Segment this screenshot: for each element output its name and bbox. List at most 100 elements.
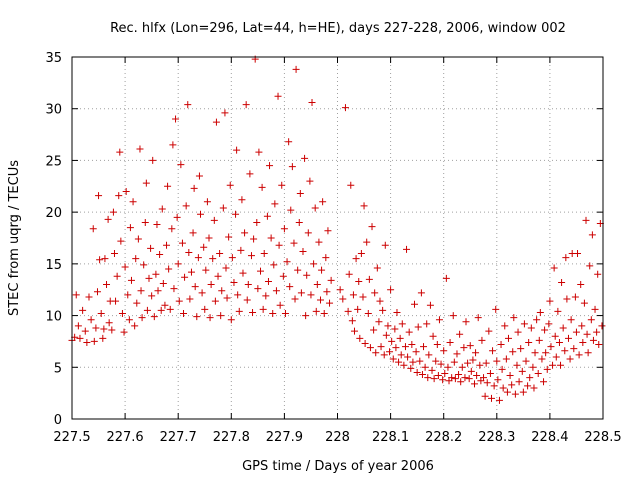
data-point xyxy=(158,205,166,213)
data-point xyxy=(203,198,211,206)
data-point xyxy=(503,388,511,396)
data-point xyxy=(165,265,173,273)
data-point xyxy=(416,357,424,365)
data-point xyxy=(561,347,569,355)
data-point xyxy=(420,343,428,351)
data-point xyxy=(143,306,151,314)
data-point xyxy=(336,286,344,294)
data-point xyxy=(246,170,254,178)
data-point xyxy=(555,338,563,346)
data-point xyxy=(413,368,421,376)
data-point xyxy=(303,271,311,279)
data-point xyxy=(223,294,231,302)
data-point xyxy=(380,351,388,359)
data-point xyxy=(487,394,495,402)
data-point xyxy=(212,118,220,126)
data-point xyxy=(313,281,321,289)
data-point xyxy=(205,234,213,242)
data-point xyxy=(259,305,267,313)
data-point xyxy=(242,101,250,109)
data-point xyxy=(132,255,140,263)
data-point xyxy=(182,202,190,210)
data-point xyxy=(509,348,517,356)
data-point xyxy=(195,172,203,180)
data-point xyxy=(584,349,592,357)
data-point xyxy=(230,278,238,286)
data-point xyxy=(446,338,454,346)
data-point xyxy=(571,293,579,301)
data-point xyxy=(583,330,591,338)
data-point xyxy=(465,375,473,383)
data-point xyxy=(247,252,255,260)
data-point xyxy=(593,328,601,336)
data-point xyxy=(269,310,277,318)
data-point xyxy=(79,306,87,314)
data-point xyxy=(292,65,300,73)
data-point xyxy=(153,221,161,229)
data-point xyxy=(520,320,528,328)
data-point xyxy=(285,138,293,146)
data-point xyxy=(286,283,294,291)
data-point xyxy=(327,276,335,284)
data-point xyxy=(254,285,262,293)
data-point xyxy=(441,369,449,377)
data-point xyxy=(201,305,209,313)
data-point xyxy=(350,327,358,335)
data-point xyxy=(173,213,181,221)
data-point xyxy=(360,202,368,210)
data-point xyxy=(541,326,549,334)
data-point xyxy=(191,283,199,291)
data-point xyxy=(534,369,542,377)
data-point xyxy=(241,229,249,237)
data-point xyxy=(572,328,580,336)
data-point xyxy=(391,325,399,333)
data-point xyxy=(154,287,162,295)
data-point xyxy=(249,308,257,316)
data-point xyxy=(138,314,146,322)
data-point xyxy=(116,148,124,156)
data-point xyxy=(432,357,440,365)
data-point xyxy=(348,317,356,325)
data-point xyxy=(595,341,603,349)
data-point xyxy=(244,281,252,289)
data-point xyxy=(315,238,323,246)
data-point xyxy=(489,347,497,355)
data-point xyxy=(290,239,298,247)
data-point xyxy=(494,376,502,384)
data-point xyxy=(549,361,557,369)
data-point xyxy=(563,295,571,303)
data-point xyxy=(379,306,387,314)
data-point xyxy=(564,334,572,342)
data-point xyxy=(542,349,550,357)
data-point xyxy=(535,336,543,344)
data-point xyxy=(373,264,381,272)
x-tick-label: 227.7 xyxy=(160,430,197,445)
data-point xyxy=(189,229,197,237)
x-tick-label: 227.9 xyxy=(266,430,303,445)
data-point xyxy=(217,312,225,320)
data-point xyxy=(395,358,403,366)
data-point xyxy=(287,206,295,214)
data-point xyxy=(482,359,490,367)
data-point xyxy=(347,181,355,189)
data-point xyxy=(209,255,217,263)
data-point xyxy=(566,355,574,363)
data-point xyxy=(368,223,376,231)
data-point xyxy=(377,343,385,351)
data-point xyxy=(483,379,491,387)
data-point xyxy=(104,215,112,223)
y-tick-label: 5 xyxy=(54,361,62,376)
data-point xyxy=(218,287,226,295)
data-point xyxy=(136,145,144,153)
data-point xyxy=(296,190,304,198)
data-point xyxy=(424,374,432,382)
data-point xyxy=(263,212,271,220)
data-point xyxy=(408,341,416,349)
data-point xyxy=(519,388,527,396)
data-point xyxy=(570,345,578,353)
data-point xyxy=(93,288,101,296)
data-point xyxy=(87,316,95,324)
data-point xyxy=(472,349,480,357)
data-point xyxy=(112,297,120,305)
